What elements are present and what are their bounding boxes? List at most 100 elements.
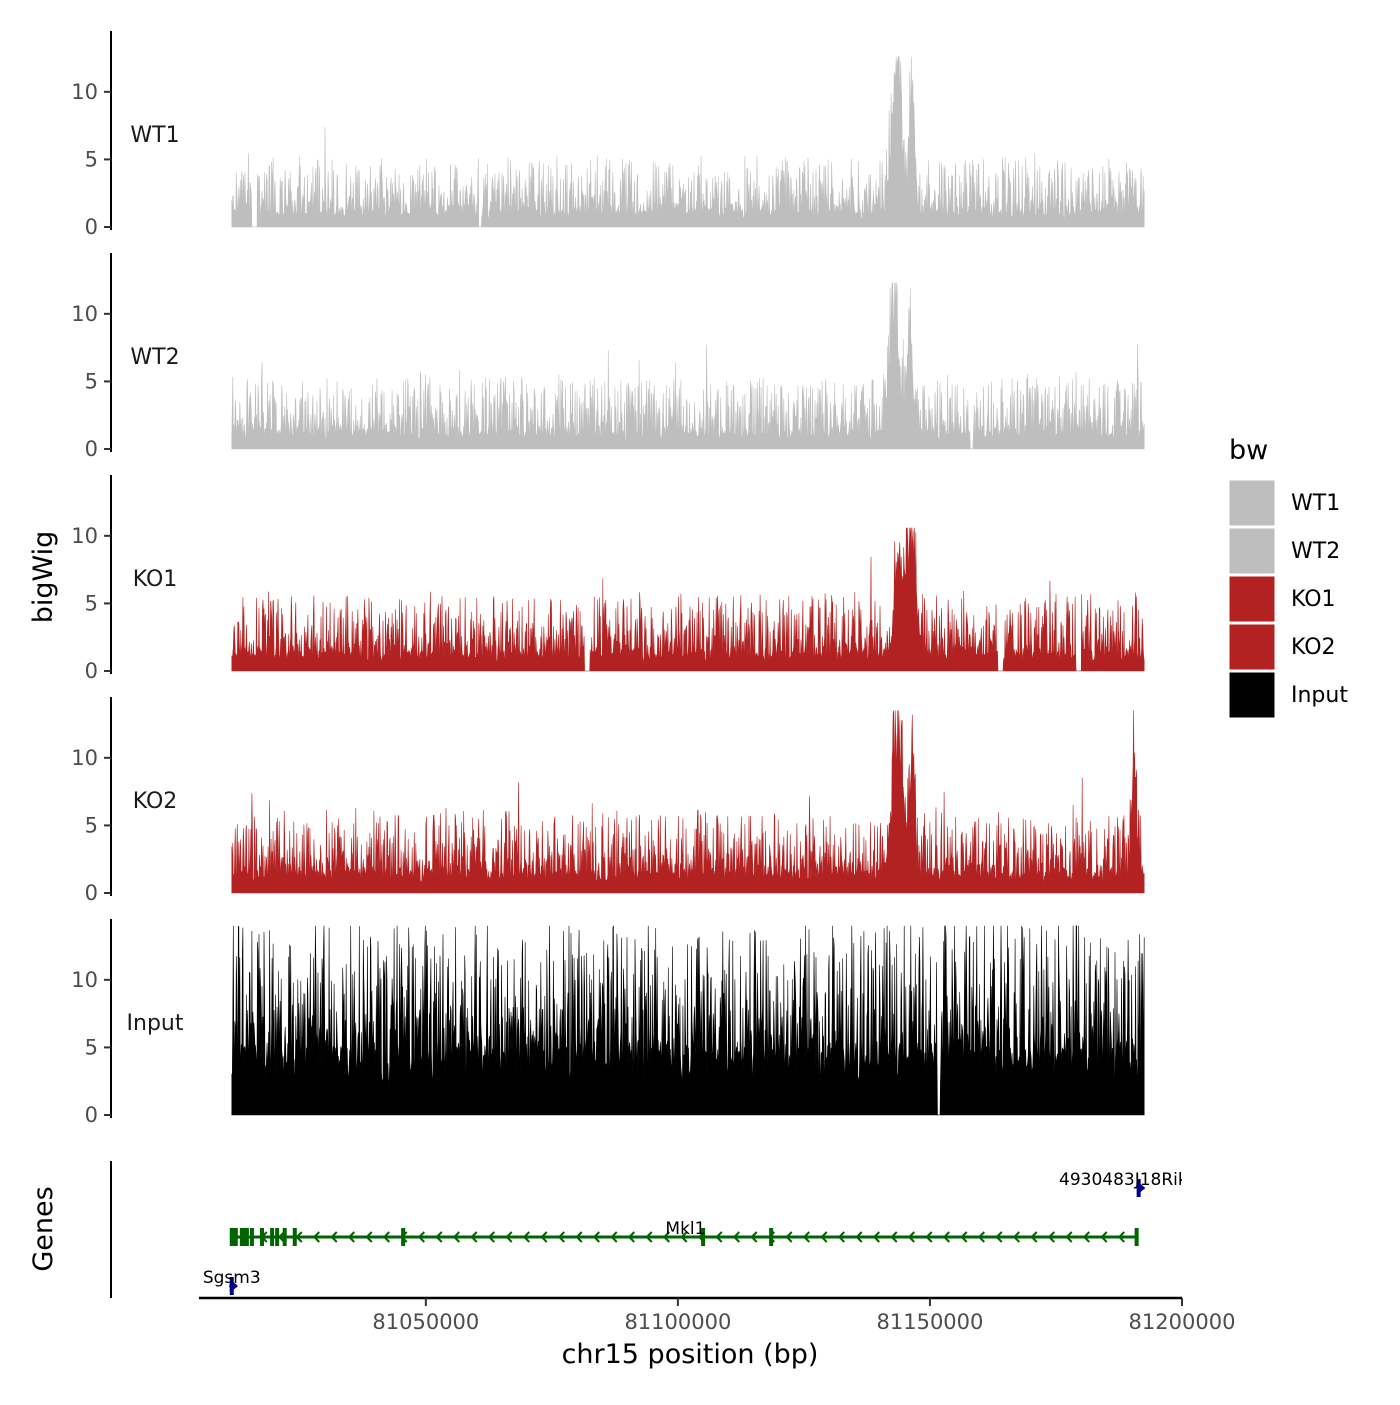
- y-tick-label: 0: [85, 659, 98, 683]
- exon-block: [229, 1228, 234, 1246]
- track-ko2: 0 5 10 KO2: [71, 697, 1145, 905]
- y-tick-label: 5: [85, 591, 98, 615]
- y-tick-label: 5: [85, 147, 98, 171]
- strand-arrow: [557, 1231, 565, 1243]
- strand-arrow: [522, 1231, 530, 1243]
- track-ko1: 0 5 10 KO1: [71, 475, 1145, 683]
- coverage-area-input: [231, 925, 1145, 1116]
- y-tick-label: 10: [71, 524, 98, 548]
- track-wt1: 0 5 10 WT1: [71, 31, 1145, 239]
- strand-arrow: [872, 1231, 880, 1243]
- exon-block: [270, 1228, 275, 1246]
- strand-arrow: [960, 1231, 968, 1243]
- exon-block: [401, 1228, 406, 1246]
- x-axis-title: chr15 position (bp): [562, 1339, 819, 1370]
- x-tick-label: 81100000: [624, 1310, 731, 1334]
- legend-swatch-wt2: [1228, 527, 1276, 575]
- y-tick-label: 5: [85, 813, 98, 837]
- strand-arrow: [452, 1231, 460, 1243]
- y-tick-label: 5: [85, 369, 98, 393]
- coverage-area-wt1: [231, 56, 1145, 228]
- strand-arrow: [645, 1231, 653, 1243]
- exon-block: [231, 1228, 236, 1246]
- exon-block: [239, 1228, 244, 1246]
- exon-block: [282, 1228, 287, 1246]
- y-axis-title: bigWig: [28, 531, 59, 624]
- strand-arrow: [837, 1231, 845, 1243]
- x-tick-label: 81050000: [372, 1310, 479, 1334]
- strand-arrow: [382, 1231, 390, 1243]
- exon-block: [292, 1228, 297, 1246]
- coverage-tracks: 0 5 10 WT1 0 5 10 WT2 0 5 10 KO1 0 5 10 KO2 0 5 10 Input: [71, 31, 1145, 1127]
- gene-sgsm3: Sgsm3: [203, 1268, 261, 1295]
- legend-label-wt2: WT2: [1291, 539, 1340, 564]
- y-tick-label: 0: [85, 881, 98, 905]
- strand-arrow: [365, 1231, 373, 1243]
- strand-arrow: [1065, 1231, 1073, 1243]
- strand-arrow: [995, 1231, 1003, 1243]
- strand-arrow: [277, 1231, 285, 1243]
- track-label: WT1: [130, 123, 179, 148]
- track-wt2: 0 5 10 WT2: [71, 253, 1145, 461]
- exon-block: [1136, 1179, 1141, 1197]
- strand-arrow: [662, 1231, 670, 1243]
- exon-block: [701, 1228, 706, 1246]
- track-label: Input: [127, 1011, 184, 1036]
- coverage-area-wt2: [231, 282, 1145, 450]
- y-tick-label: 0: [85, 437, 98, 461]
- x-axis-ticks: 81050000 81100000 81150000 81200000: [372, 1298, 1235, 1334]
- strand-arrow: [575, 1231, 583, 1243]
- y-tick-label: 0: [85, 215, 98, 239]
- exon-block: [233, 1228, 238, 1246]
- strand-arrow: [732, 1231, 740, 1243]
- exon-block: [229, 1277, 234, 1295]
- exon-block: [260, 1228, 265, 1246]
- strand-arrow: [417, 1231, 425, 1243]
- exon-block: [249, 1228, 254, 1246]
- strand-arrow: [977, 1231, 985, 1243]
- strand-arrow: [627, 1231, 635, 1243]
- strand-arrow: [470, 1231, 478, 1243]
- y-tick-label: 10: [71, 80, 98, 104]
- track-input: 0 5 10 Input: [71, 919, 1145, 1127]
- y-tick-label: 10: [71, 968, 98, 992]
- strand-arrow: [1082, 1231, 1090, 1243]
- track-label: KO2: [133, 789, 178, 814]
- legend-label-input: Input: [1291, 683, 1348, 708]
- strand-arrow: [820, 1231, 828, 1243]
- exon-block: [769, 1228, 774, 1246]
- strand-arrow: [1012, 1231, 1020, 1243]
- strand-arrow: [750, 1231, 758, 1243]
- gene-label: Sgsm3: [203, 1268, 261, 1288]
- gene-label: 4930483J18Rik: [1059, 1170, 1188, 1190]
- gene-models: Mkl1 Sgsm3 4930483J18Rik: [203, 1170, 1188, 1295]
- strand-arrow: [505, 1231, 513, 1243]
- legend-label-ko1: KO1: [1291, 587, 1336, 612]
- legend-label-wt1: WT1: [1291, 491, 1340, 516]
- coverage-area-ko2: [231, 710, 1145, 894]
- exon-block: [1134, 1228, 1139, 1246]
- track-label: KO1: [133, 567, 178, 592]
- strand-arrow: [890, 1231, 898, 1243]
- legend-swatch-wt1: [1228, 479, 1276, 527]
- legend: bw WT1 WT2 KO1 KO2 Input: [1228, 435, 1348, 719]
- strand-arrow: [610, 1231, 618, 1243]
- exon-block: [242, 1228, 247, 1246]
- gene-mkl1: Mkl1: [229, 1219, 1139, 1246]
- strand-arrow: [855, 1231, 863, 1243]
- gene-4930483j18rik: 4930483J18Rik: [1059, 1170, 1188, 1197]
- legend-title: bw: [1229, 435, 1268, 466]
- y-tick-label: 10: [71, 746, 98, 770]
- y-tick-label: 0: [85, 1103, 98, 1127]
- genes-panel: Mkl1 Sgsm3 4930483J18Rik: [110, 1161, 1188, 1298]
- coverage-area-ko1: [231, 527, 1145, 672]
- strand-arrow: [942, 1231, 950, 1243]
- strand-arrow: [802, 1231, 810, 1243]
- legend-swatch-ko2: [1228, 623, 1276, 671]
- strand-arrow: [907, 1231, 915, 1243]
- x-axis: 81050000 81100000 81150000 81200000: [199, 1296, 1235, 1334]
- y-tick-label: 10: [71, 302, 98, 326]
- strand-arrow: [312, 1231, 320, 1243]
